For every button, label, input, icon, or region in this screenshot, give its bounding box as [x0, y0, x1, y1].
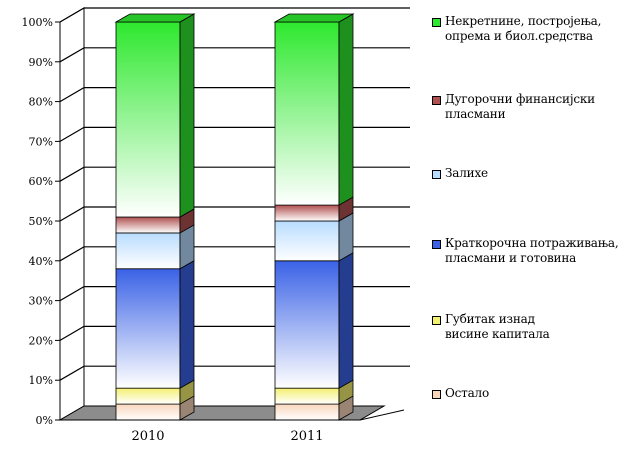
bar-segment — [274, 21, 340, 206]
y-tick-label: 100% — [22, 16, 53, 29]
legend-swatch — [432, 240, 441, 249]
gridline — [59, 246, 410, 262]
legend-label: Остало — [445, 386, 489, 400]
legend-item: Остало — [432, 386, 489, 401]
legend-item: Дугорочни финансијски пласмани — [432, 92, 595, 122]
y-tick-label: 30% — [29, 295, 53, 308]
gridlines — [59, 7, 410, 381]
gridline — [59, 286, 410, 302]
bar-segment — [115, 216, 181, 234]
y-tick-label: 70% — [29, 135, 53, 148]
bar-segment — [115, 403, 181, 421]
x-axis: 2010 2011 — [60, 409, 405, 444]
x-tick-label: 2011 — [290, 429, 323, 444]
gridline — [59, 7, 410, 23]
legend-item: Некретнине, постројења, опрема и биол.ср… — [432, 14, 601, 44]
y-tick-label: 10% — [29, 374, 53, 387]
y-tick-label: 40% — [29, 255, 53, 268]
y-tick-label: 50% — [29, 215, 53, 228]
bar-segment-side — [338, 13, 354, 206]
bar-top — [273, 13, 355, 23]
gridline — [59, 47, 410, 63]
y-tick-label: 80% — [29, 96, 53, 109]
bar-top — [114, 13, 196, 23]
gridline — [59, 166, 410, 182]
y-tick-label: 0% — [36, 414, 53, 427]
bar-segment — [274, 403, 340, 421]
gridline — [59, 325, 410, 341]
bar-segment — [115, 387, 181, 405]
legend-swatch — [432, 316, 441, 325]
bar-segment-side — [179, 13, 195, 218]
bar-segment-side — [338, 252, 354, 389]
bar-segment — [115, 232, 181, 270]
x-tick-label: 2010 — [131, 429, 164, 444]
x-axis-edge — [359, 409, 405, 421]
bar-segment-side — [179, 260, 195, 389]
legend-swatch — [432, 170, 441, 179]
bar-segment — [274, 387, 340, 405]
legend-label: Краткорочна потраживања, пласмани и гото… — [445, 236, 619, 265]
bar-segment — [274, 220, 340, 262]
y-tick-label: 90% — [29, 56, 53, 69]
bar-segment — [274, 260, 340, 389]
legend-label: Некретнине, постројења, опрема и биол.ср… — [445, 14, 602, 43]
gridline — [59, 365, 410, 381]
gridline — [59, 86, 410, 103]
bar-segment — [115, 21, 181, 218]
legend-swatch — [432, 18, 441, 27]
legend-item: Залихе — [432, 166, 488, 181]
legend-item: Губитак изнад висине капитала — [432, 312, 550, 342]
legend-swatch — [432, 390, 441, 399]
y-axis: 0% 10% 20% 30% 40% 50% 60% 70% 80% 90% 100% — [22, 16, 61, 427]
gridline — [59, 126, 410, 142]
legend: Некретнине, постројења, опрема и биол.ср… — [432, 0, 632, 448]
legend-item: Краткорочна потраживања, пласмани и гото… — [432, 236, 619, 266]
gridline — [59, 206, 410, 222]
bar-segment — [115, 268, 181, 389]
legend-label: Дугорочни финансијски пласмани — [445, 92, 595, 121]
legend-label: Губитак изнад висине капитала — [445, 312, 550, 341]
y-tick-label: 60% — [29, 175, 53, 188]
bar-segment — [274, 204, 340, 222]
legend-label: Залихе — [445, 166, 488, 180]
y-tick-label: 20% — [29, 334, 53, 347]
bars — [114, 13, 355, 421]
legend-swatch — [432, 96, 441, 105]
